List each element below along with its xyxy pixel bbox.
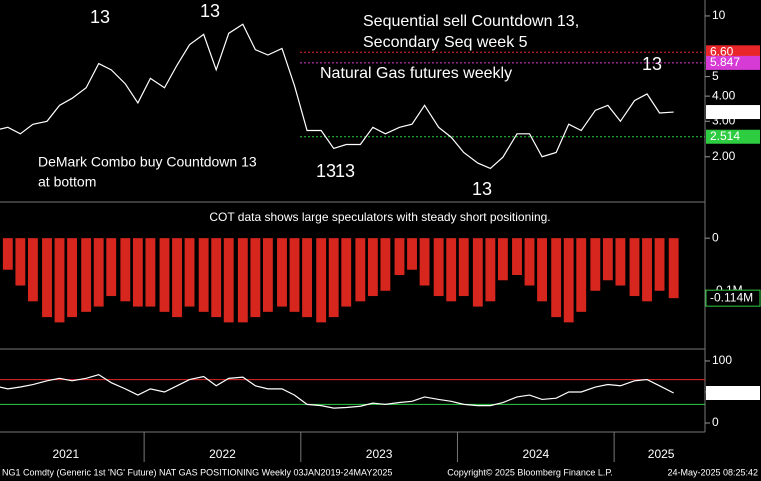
- y-tick-label: 0: [712, 415, 719, 429]
- bar: [615, 238, 626, 286]
- bar: [302, 238, 313, 318]
- bar: [54, 238, 65, 323]
- bar: [472, 238, 483, 307]
- bar: [172, 238, 182, 318]
- bar: [289, 238, 300, 312]
- bar: [120, 238, 131, 302]
- bar: [512, 238, 522, 275]
- footer-left: NG1 Comdty (Generic 1st 'NG' Future) NAT…: [2, 467, 392, 477]
- line-series: [0, 23, 674, 170]
- last-value-box: [706, 105, 760, 120]
- level-label-box: [706, 55, 760, 70]
- bar: [537, 238, 548, 302]
- bar: [433, 238, 444, 297]
- annotation: at bottom: [38, 174, 96, 190]
- bar: [106, 238, 117, 297]
- bar: [316, 238, 327, 323]
- y-tick-label: 4.00: [712, 88, 736, 102]
- panel-title: COT data shows large speculators with st…: [209, 210, 550, 224]
- x-tick-label: 2025: [648, 447, 675, 461]
- bar: [629, 238, 640, 297]
- last-value-label: -0.114M: [710, 290, 753, 304]
- y-tick-label: 2.00: [712, 149, 736, 163]
- bar: [590, 238, 601, 291]
- line-series: [0, 373, 674, 409]
- y-tick-label: 10: [712, 8, 726, 22]
- bar: [132, 238, 143, 307]
- bar: [67, 238, 78, 318]
- bar: [654, 238, 665, 291]
- bar: [198, 238, 209, 312]
- level-label: 5.847: [710, 55, 740, 69]
- bar: [446, 238, 457, 302]
- annotation: Natural Gas futures weekly: [320, 65, 512, 82]
- annotation: 13: [200, 1, 220, 21]
- x-tick-label: 2024: [522, 447, 549, 461]
- last-value-box: [705, 289, 761, 307]
- bar: [642, 238, 652, 302]
- last-value-label: 48.3653: [710, 385, 754, 399]
- bar: [145, 238, 156, 307]
- bar: [328, 238, 339, 318]
- bar: [262, 238, 273, 312]
- bar: [419, 238, 430, 286]
- bar: [380, 238, 391, 291]
- last-value-box: [706, 385, 760, 400]
- annotation: 13: [335, 161, 355, 181]
- annotation: Secondary Seq week 5: [363, 34, 528, 51]
- annotation: 13: [642, 54, 662, 74]
- level-label-box: [706, 129, 760, 144]
- annotation: DeMark Combo buy Countdown 13: [38, 154, 257, 170]
- bar: [367, 238, 378, 297]
- bar: [93, 238, 104, 307]
- y-tick-label: 5: [712, 69, 719, 83]
- level-label: 6.60: [710, 44, 734, 58]
- annotation: 13: [90, 7, 110, 27]
- x-tick-label: 2022: [209, 447, 236, 461]
- bar: [250, 238, 261, 318]
- bar: [394, 238, 405, 275]
- bar: [458, 238, 469, 297]
- last-value-label: 3.334: [710, 104, 740, 118]
- bar: [497, 238, 508, 281]
- bar: [341, 238, 352, 307]
- annotation: 13: [472, 179, 492, 199]
- bar: [159, 238, 170, 312]
- annotation: Sequential sell Countdown 13,: [363, 13, 579, 30]
- bar: [551, 238, 562, 318]
- bar: [184, 238, 195, 307]
- bar: [668, 238, 679, 299]
- annotation: 13: [316, 161, 336, 181]
- y-tick-label: 100: [712, 353, 732, 367]
- bar: [407, 238, 417, 270]
- bar: [237, 238, 248, 323]
- bar: [223, 238, 234, 323]
- bar: [81, 238, 92, 312]
- bar: [602, 238, 613, 281]
- bar: [576, 238, 587, 312]
- bar: [355, 238, 366, 302]
- footer-center: Copyright© 2025 Bloomberg Finance L.P.: [447, 467, 613, 477]
- bar: [15, 238, 26, 286]
- bar: [277, 238, 287, 307]
- bar: [524, 238, 535, 286]
- x-tick-label: 2021: [52, 447, 79, 461]
- level-label-box: [706, 45, 760, 60]
- footer-right: 24-May-2025 08:25:42: [667, 467, 758, 477]
- bar: [42, 238, 52, 318]
- bar: [485, 238, 496, 302]
- bar: [211, 238, 222, 318]
- level-label: 2.514: [710, 129, 740, 143]
- y-tick-label: 0: [712, 230, 719, 244]
- x-tick-label: 2023: [366, 447, 393, 461]
- bar: [563, 238, 574, 323]
- bar: [2, 238, 13, 270]
- bar: [27, 238, 38, 302]
